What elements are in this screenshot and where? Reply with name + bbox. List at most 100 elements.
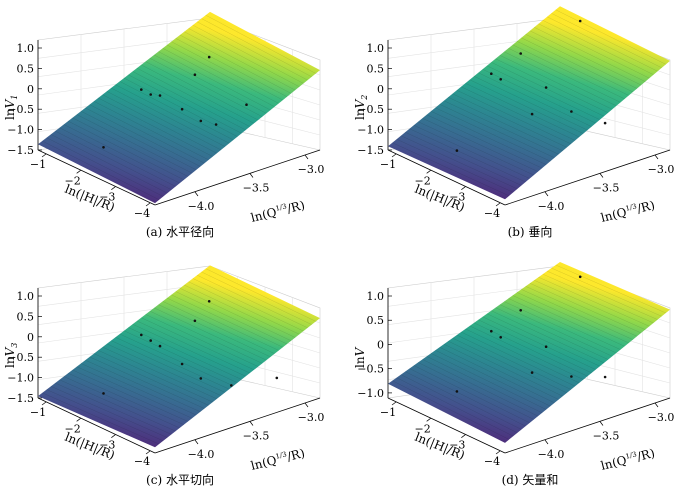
surface-mesh-line xyxy=(102,94,217,154)
surface-mesh-line xyxy=(141,64,255,124)
x-tick-mark xyxy=(426,170,431,174)
surface-mesh-line xyxy=(392,380,510,440)
z-tick-label: −1.0 xyxy=(7,124,34,137)
surface-mesh-line xyxy=(59,379,176,432)
z-axis-label-var: V xyxy=(3,98,17,108)
y-tick-label: −3.0 xyxy=(298,163,325,176)
z-tick-label: 0 xyxy=(377,338,384,351)
panel-caption: (a) 水平径向 xyxy=(146,224,214,239)
surface-mesh-line xyxy=(141,317,255,371)
x-tick-mark xyxy=(111,186,116,190)
surface-mesh-line xyxy=(175,291,288,345)
y-tick-mark xyxy=(599,173,604,178)
surface-mesh-line xyxy=(555,264,666,314)
surface-mesh-line xyxy=(512,44,625,100)
surface-mesh-line xyxy=(405,371,522,430)
surface-mesh-line xyxy=(145,61,259,121)
surface-mesh-line xyxy=(55,382,172,435)
surface-mesh-line xyxy=(119,333,234,387)
data-point xyxy=(275,376,279,380)
surface-mesh-line xyxy=(106,343,222,396)
surface-mesh-line xyxy=(128,327,242,380)
surface-mesh-line xyxy=(430,353,547,410)
surface-mesh-line xyxy=(46,389,164,442)
surface-mesh-line xyxy=(547,270,658,320)
surface-mesh-line xyxy=(461,86,576,141)
surface-mesh-line xyxy=(158,51,271,111)
surface-mesh-line xyxy=(93,101,209,161)
surface-mesh-line xyxy=(525,286,638,337)
surface-mesh-line xyxy=(132,324,246,377)
surface-mesh-line xyxy=(516,41,629,96)
z-tick-label: −0.5 xyxy=(7,103,34,116)
y-axis-label-pre: ln(Q xyxy=(249,453,278,473)
x-tick-label: −3 xyxy=(449,439,465,452)
y-tick-label: −3.0 xyxy=(298,411,325,424)
z-tick-label: −1.0 xyxy=(357,124,384,137)
surface-mesh-line xyxy=(89,104,205,164)
surface-mesh-line xyxy=(205,14,316,74)
x-tick-label: −3 xyxy=(99,191,115,204)
data-point xyxy=(158,344,162,348)
surface-mesh-line xyxy=(72,117,189,177)
surface-mesh-line xyxy=(128,74,242,134)
z-tick-label: −1.0 xyxy=(357,387,384,400)
surface-mesh-line xyxy=(123,330,238,383)
y-tick-mark xyxy=(304,154,309,160)
x-tick-label: −4 xyxy=(484,455,500,468)
surface-mesh-line xyxy=(426,114,543,169)
surface-mesh-line xyxy=(192,24,304,84)
x-tick-mark xyxy=(41,153,47,158)
surface-mesh-line xyxy=(430,111,547,165)
z-tick-label: −1.5 xyxy=(7,144,34,157)
y-tick-mark xyxy=(599,421,604,426)
data-point xyxy=(603,121,607,125)
surface-mesh-line xyxy=(55,130,172,190)
x-tick-label: −4 xyxy=(134,207,150,220)
x-tick-mark xyxy=(41,401,47,406)
surface-mesh-line xyxy=(158,304,271,358)
z-axis-label-var: V xyxy=(353,98,367,108)
panel-caption: (b) 垂向 xyxy=(508,224,553,239)
z-tick-label: −1.0 xyxy=(7,372,34,385)
surface-mesh-line xyxy=(456,90,572,145)
surface-mesh-line xyxy=(521,289,633,340)
panel-1: 1.0 0.5 0 −0.5 −1.0 −1.5−1 −2 −3 −4 −4.0 −3.5 −3.0 l… xyxy=(3,11,325,239)
data-point xyxy=(544,345,548,348)
surface-mesh-line xyxy=(179,34,292,94)
surface-mesh-line xyxy=(80,111,197,171)
y-tick-label: −4.0 xyxy=(188,200,215,213)
surface-mesh-line xyxy=(478,319,592,374)
data-point xyxy=(544,86,548,89)
data-point xyxy=(570,110,573,113)
data-point xyxy=(519,52,522,55)
y-tick-mark xyxy=(304,402,309,408)
surface-mesh-line xyxy=(188,281,300,335)
surface-mesh-line xyxy=(111,87,226,147)
fitted-surface xyxy=(38,11,320,204)
surface-mesh-line xyxy=(448,340,563,397)
surface-mesh-line xyxy=(499,304,613,357)
x-tick-mark xyxy=(461,434,466,438)
panel-4: 1.00.50−0.5−1.0−1−2−3−4−4.0−3.5−3.0lnVln… xyxy=(353,261,674,487)
surface-mesh-line xyxy=(413,365,530,424)
data-point xyxy=(499,336,502,339)
z-axis-label-main: ln xyxy=(3,356,17,368)
surface-mesh-line xyxy=(422,118,539,172)
data-point xyxy=(578,19,582,23)
surface-mesh-line xyxy=(154,307,267,361)
x-tick-label: −2 xyxy=(415,422,431,435)
y-axis-label-post: /R) xyxy=(636,198,657,216)
surface-mesh-line xyxy=(42,140,160,200)
y-axis-label-sup: 1/3 xyxy=(275,450,288,460)
y-axis-label-sup: 1/3 xyxy=(625,450,638,460)
surface-mesh-line xyxy=(106,91,222,151)
x-tick-label: −2 xyxy=(65,422,81,435)
fitted-surface xyxy=(38,265,320,448)
z-tick-label: −0.5 xyxy=(357,103,384,116)
data-point xyxy=(149,339,152,342)
surface-mesh-line xyxy=(171,294,283,348)
data-point xyxy=(158,94,162,97)
surface-mesh-line xyxy=(504,51,617,107)
